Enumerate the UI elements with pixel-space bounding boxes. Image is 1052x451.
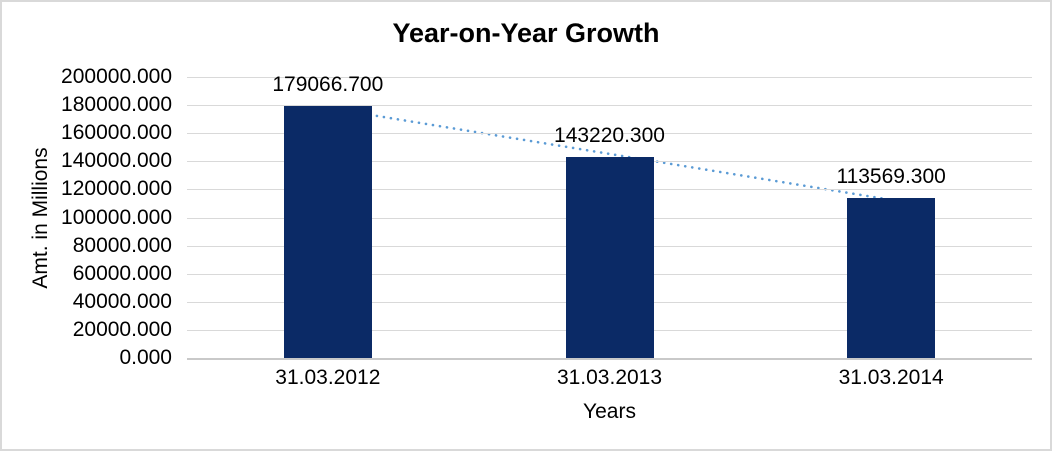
data-label: 113569.300 [836,165,946,189]
data-label: 143220.300 [554,123,665,147]
x-axis-line [187,358,1032,360]
trendline-path [326,106,893,202]
y-tick-label: 100000.000 [61,205,172,229]
y-tick-label: 140000.000 [61,149,172,173]
x-tick-label: 31.03.2014 [838,366,944,389]
y-tick-label: 160000.000 [61,121,172,145]
y-tick-label: 180000.000 [61,93,172,117]
y-tick-label: 0.000 [119,346,172,369]
gridline [187,133,1032,135]
y-tick-label: 120000.000 [61,177,172,201]
y-tick-label: 200000.000 [61,65,172,88]
x-tick-label: 31.03.2013 [556,366,663,389]
y-tick-label: 80000.000 [72,233,172,257]
chart-title: Year-on-Year Growth [392,18,660,48]
bar-31-03-2012 [283,106,372,358]
gridline [187,105,1032,107]
gridline [187,77,1032,78]
trendline [326,106,893,202]
y-tick-label: 60000.000 [72,261,172,285]
bar-31-03-2013 [565,156,654,358]
y-tick-label: 40000.000 [72,289,172,313]
x-axis-labels: 31.03.2012 31.03.2013 31.03.2014 [187,366,1032,394]
plot-area: 179066.700 143220.300 113569.300 [187,73,1032,360]
y-tick-label: 20000.000 [72,317,172,341]
bar-31-03-2014 [847,198,936,358]
y-axis-ticks: 0.000 20000.000 40000.000 60000.000 80000.00… [2,2,172,449]
data-label: 179066.700 [272,73,384,97]
x-tick-label: 31.03.2012 [275,366,381,389]
x-axis-title: Years [583,400,636,423]
